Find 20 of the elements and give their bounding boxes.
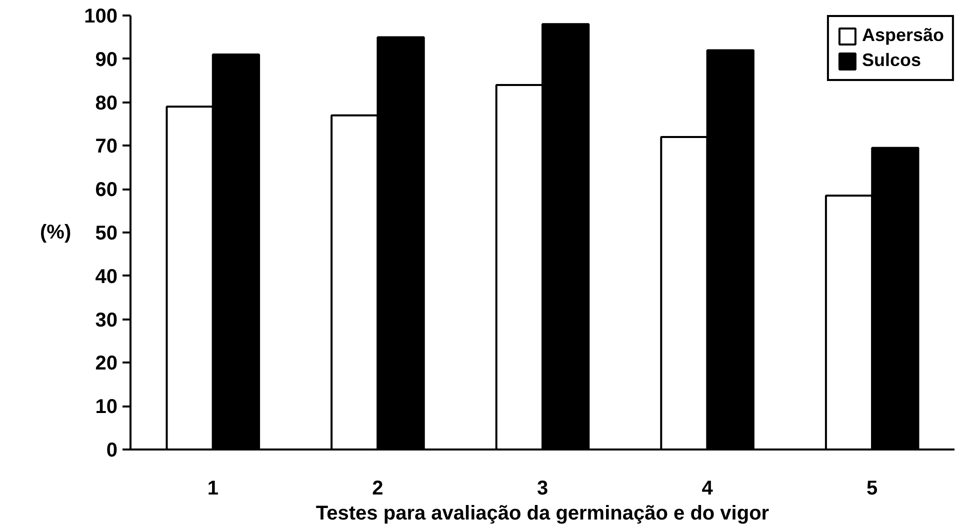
x-axis-title: Testes para avaliação da germinação e do vigor	[316, 502, 770, 524]
legend-label: Aspersão	[862, 25, 944, 46]
x-tick-label: 4	[702, 478, 714, 500]
legend-label: Sulcos	[862, 50, 921, 71]
y-tick-label: 50	[95, 222, 118, 244]
y-tick-label: 10	[95, 396, 118, 418]
y-tick-label: 100	[84, 6, 118, 28]
x-tick-label: 3	[536, 478, 548, 500]
y-tick-label: 80	[95, 92, 118, 114]
x-tick-label: 5	[866, 478, 878, 500]
y-axis-title: (%)	[40, 222, 72, 244]
y-tick-label: 90	[95, 48, 118, 71]
y-tick-label: 40	[95, 266, 118, 288]
x-tick-label: 2	[372, 478, 384, 500]
x-tick-label: 1	[207, 478, 218, 500]
y-tick-label: 60	[95, 179, 118, 202]
y-tick-label: 20	[95, 352, 118, 375]
y-tick-label: 70	[95, 136, 118, 158]
y-tick-label: 0	[106, 440, 118, 462]
y-tick-label: 30	[95, 309, 118, 332]
